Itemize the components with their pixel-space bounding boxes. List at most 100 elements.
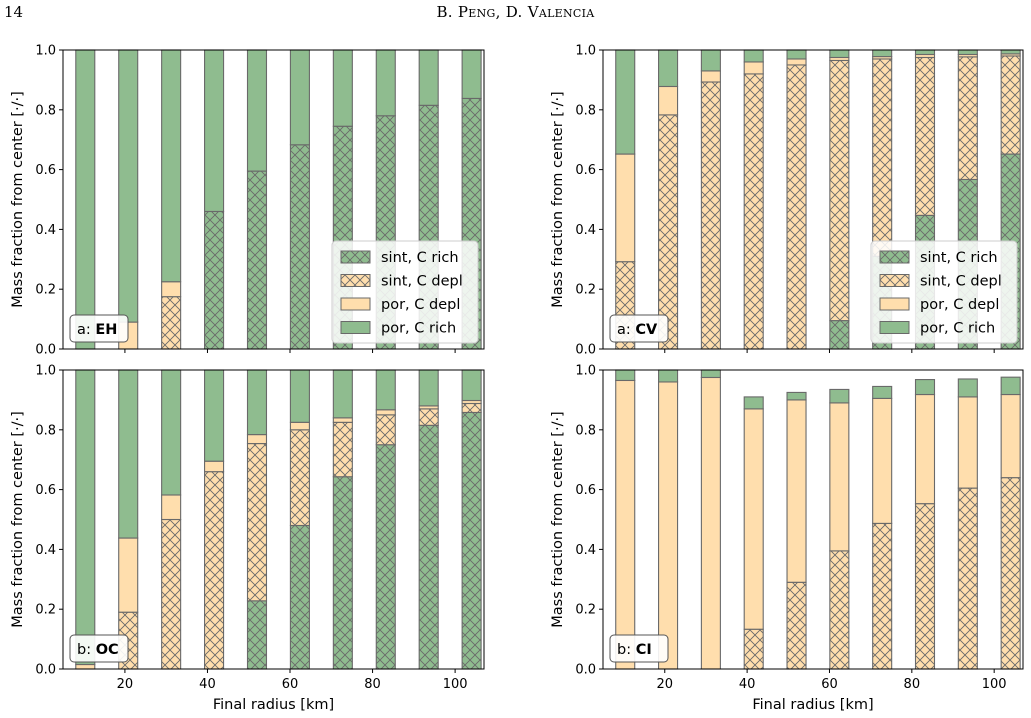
page-number: 14 bbox=[4, 3, 24, 21]
legend-swatch bbox=[340, 321, 371, 334]
axes-frame bbox=[602, 369, 1024, 670]
bar-hatch bbox=[872, 58, 892, 257]
y-tick-label: 0.0 bbox=[35, 663, 56, 678]
bar-segment bbox=[743, 408, 764, 630]
bar-segment bbox=[615, 369, 636, 382]
bar-segment bbox=[700, 369, 721, 379]
legend-label: sint, C depl bbox=[920, 274, 1002, 290]
running-head: B. Peng, D. Valencia bbox=[436, 3, 595, 21]
bar-segment bbox=[786, 391, 807, 401]
bar-hatch bbox=[419, 425, 439, 669]
page-header: 14 B. Peng, D. Valencia bbox=[0, 0, 1031, 26]
y-tick-label: 1.0 bbox=[35, 364, 56, 379]
x-axis-label: Final radius [km] bbox=[752, 697, 873, 713]
bar-hatch bbox=[701, 81, 721, 350]
bar-segment bbox=[957, 49, 978, 56]
bar-hatch bbox=[161, 296, 181, 349]
bar-segment bbox=[161, 49, 182, 283]
bar-segment bbox=[743, 396, 764, 410]
y-axis-label: Mass fraction from center [·/·] bbox=[10, 411, 26, 627]
bar-segment bbox=[700, 376, 721, 670]
bar-segment bbox=[1000, 393, 1021, 479]
bar-segment bbox=[375, 369, 396, 411]
bar-hatch bbox=[462, 412, 482, 669]
bar-segment bbox=[289, 421, 310, 431]
bar-segment bbox=[615, 379, 636, 670]
y-tick-label: 0.6 bbox=[35, 483, 56, 498]
bar-hatch bbox=[462, 403, 482, 413]
legend-swatch bbox=[879, 297, 910, 311]
bar-segment bbox=[1000, 49, 1021, 55]
x-tick-label: 80 bbox=[904, 677, 921, 692]
bar-segment bbox=[375, 409, 396, 416]
bar-segment bbox=[332, 417, 353, 423]
bar-segment bbox=[829, 388, 850, 404]
bar-hatch bbox=[829, 60, 849, 321]
axes-frame bbox=[62, 49, 485, 350]
legend-label: por, C rich bbox=[381, 321, 456, 337]
y-tick-label: 0.4 bbox=[575, 543, 596, 558]
bar-segment bbox=[957, 396, 978, 489]
bar-segment bbox=[700, 49, 721, 72]
y-tick-label: 0.0 bbox=[35, 343, 56, 358]
y-tick-label: 1.0 bbox=[35, 44, 56, 59]
bar-hatch bbox=[419, 408, 439, 426]
legend-swatch bbox=[340, 297, 371, 311]
bar-segment bbox=[332, 49, 353, 127]
x-tick-label: 40 bbox=[199, 677, 216, 692]
bar-hatch bbox=[744, 73, 764, 350]
y-tick-label: 0.8 bbox=[35, 103, 56, 118]
x-tick-label: 60 bbox=[282, 677, 299, 692]
y-tick-label: 0.6 bbox=[575, 483, 596, 498]
y-tick-label: 0.2 bbox=[575, 283, 596, 298]
x-tick-label: 100 bbox=[443, 677, 468, 692]
bar-segment bbox=[615, 49, 636, 155]
bar-segment bbox=[204, 460, 225, 473]
bar-segment bbox=[786, 58, 807, 66]
axes-frame bbox=[602, 49, 1024, 350]
y-tick-label: 1.0 bbox=[575, 44, 596, 59]
bar-segment bbox=[246, 369, 268, 436]
y-tick-label: 0.0 bbox=[575, 343, 596, 358]
bar-segment bbox=[872, 397, 893, 524]
bar-hatch bbox=[958, 56, 978, 180]
y-tick-label: 0.2 bbox=[35, 283, 56, 298]
bar-segment bbox=[1000, 376, 1021, 396]
bar-segment bbox=[461, 49, 482, 99]
bar-segment bbox=[743, 49, 764, 63]
bar-hatch bbox=[787, 582, 807, 669]
x-tick-label: 100 bbox=[982, 677, 1007, 692]
bar-segment bbox=[246, 49, 268, 172]
legend-label: por, C depl bbox=[381, 297, 460, 313]
bar-segment bbox=[461, 369, 482, 402]
panel-tag: b: CI bbox=[617, 642, 652, 658]
bar-segment bbox=[161, 369, 182, 496]
legend-swatch-hatch bbox=[880, 274, 909, 287]
bar-segment bbox=[615, 153, 636, 263]
bar-hatch bbox=[247, 600, 267, 669]
chart-panel-oc: 0.0 0.2 0.4 0.6 0.8 1.0 20 40 60 80 100 Mass fracti… bbox=[10, 364, 485, 713]
y-tick-label: 1.0 bbox=[575, 364, 596, 379]
bar-segment bbox=[658, 49, 679, 88]
bar-segment bbox=[75, 49, 96, 350]
bar-segment bbox=[418, 369, 439, 407]
chart-panel-ci: 0.0 0.2 0.4 0.6 0.8 1.0 20 40 60 80 100 Mass fracti… bbox=[550, 364, 1024, 713]
bar-hatch bbox=[247, 443, 267, 601]
bar-segment bbox=[872, 385, 893, 399]
y-tick-label: 0.4 bbox=[35, 223, 56, 238]
bar-segment bbox=[204, 49, 225, 213]
bar-segment bbox=[658, 85, 679, 116]
bar-hatch bbox=[829, 320, 849, 349]
legend-label: sint, C depl bbox=[381, 274, 463, 290]
bar-segment bbox=[289, 369, 310, 423]
legend-label: sint, C rich bbox=[920, 250, 998, 266]
legend-box bbox=[870, 240, 1018, 344]
x-tick-label: 80 bbox=[364, 677, 381, 692]
bar-hatch bbox=[829, 550, 849, 669]
panel-tag-box bbox=[609, 314, 669, 343]
bar-hatch bbox=[290, 429, 310, 526]
bar-segment bbox=[914, 393, 936, 505]
legend-box bbox=[331, 240, 479, 344]
legend-swatch-hatch bbox=[341, 251, 370, 263]
y-tick-label: 0.6 bbox=[575, 163, 596, 178]
